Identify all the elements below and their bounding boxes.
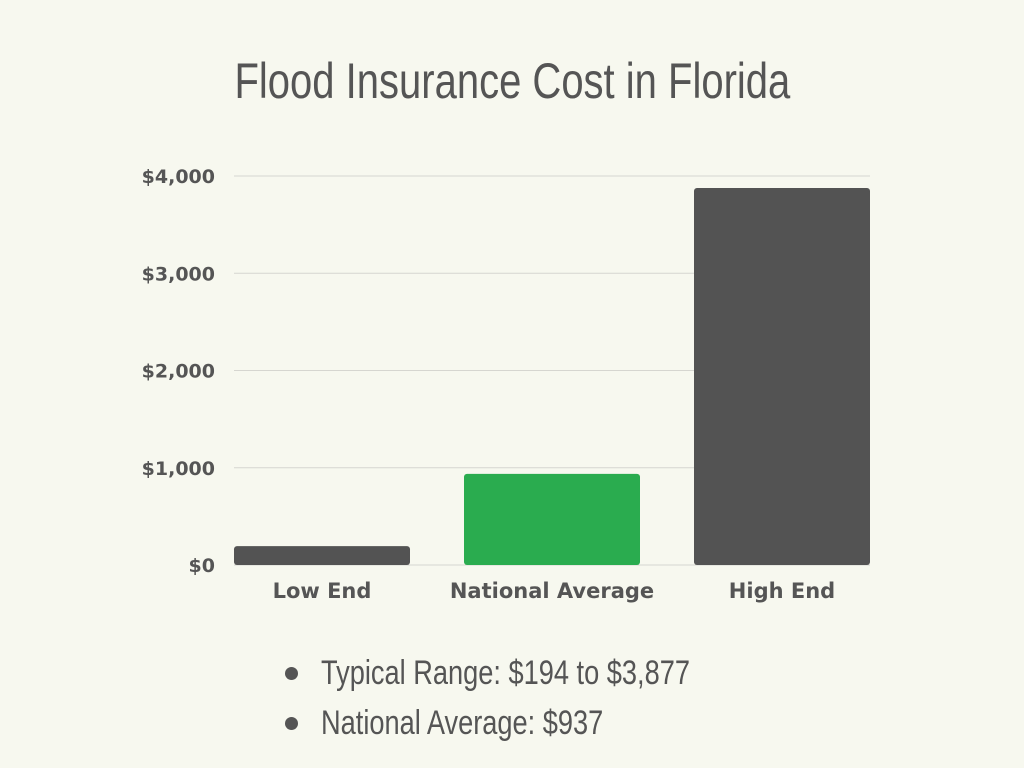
y-tick-label: $3,000 xyxy=(142,263,215,285)
y-tick-label: $2,000 xyxy=(142,361,215,383)
y-tick-label: $1,000 xyxy=(142,458,215,480)
bar-national-average xyxy=(464,473,640,565)
bar-chart: $0 $1,000 $2,000 $3,000 $4,000 Low End Nationa… xyxy=(142,166,870,603)
bar-high-end xyxy=(694,187,870,566)
x-tick-label: National Average xyxy=(450,579,654,603)
note-item: National Average: $937 xyxy=(285,698,782,748)
note-item: Typical Range: $194 to $3,877 xyxy=(285,648,782,698)
bar-low-end xyxy=(234,546,410,565)
bullet-icon xyxy=(285,666,298,680)
notes-list: Typical Range: $194 to $3,877 National A… xyxy=(285,648,782,748)
chart-title: Flood Insurance Cost in Florida xyxy=(234,53,790,109)
x-tick-label: High End xyxy=(729,579,835,603)
x-tick-label: Low End xyxy=(273,579,372,603)
bullet-icon xyxy=(285,716,298,730)
y-tick-label: $4,000 xyxy=(142,166,215,188)
y-tick-label: $0 xyxy=(189,555,215,577)
